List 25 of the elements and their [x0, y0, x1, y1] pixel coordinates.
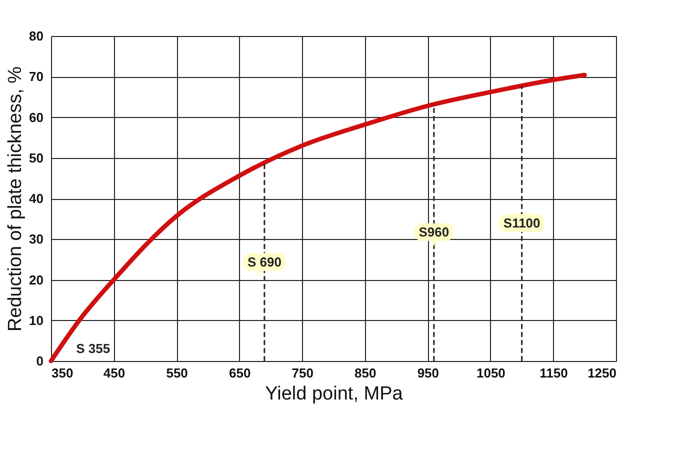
y-tick-label: 80: [29, 28, 44, 44]
x-tick-label: 850: [354, 366, 376, 380]
x-tick-label: 1050: [476, 366, 506, 380]
y-axis-title: Reduction of plate thickness, %: [5, 66, 26, 332]
annotation: S 355: [76, 341, 110, 356]
y-tick-label: 10: [29, 312, 44, 328]
x-tick-label: 950: [417, 366, 440, 380]
y-tick-label: 20: [29, 272, 44, 288]
y-tick-label: 70: [29, 69, 44, 84]
y-tick-label: 60: [29, 110, 44, 125]
y-tick-label: 30: [29, 232, 44, 247]
line-series: [48, 72, 587, 364]
x-tick-label: 650: [228, 366, 251, 380]
x-axis-title: Yield point, MPa: [265, 384, 404, 404]
x-tick-label: 1150: [540, 366, 568, 380]
x-tick-label: 450: [103, 366, 126, 380]
ref-line-label: S1100: [503, 215, 540, 230]
y-tick-label: 40: [29, 191, 44, 206]
x-tick-label: 550: [166, 366, 188, 380]
ref-line-label: S 690: [247, 254, 282, 270]
y-tick-label: 0: [36, 354, 44, 368]
x-tick-label: 750: [292, 366, 314, 380]
y-tick-label: 50: [29, 150, 44, 166]
x-tick-label: 350: [52, 366, 74, 380]
x-tick-label: 1250: [588, 366, 616, 380]
